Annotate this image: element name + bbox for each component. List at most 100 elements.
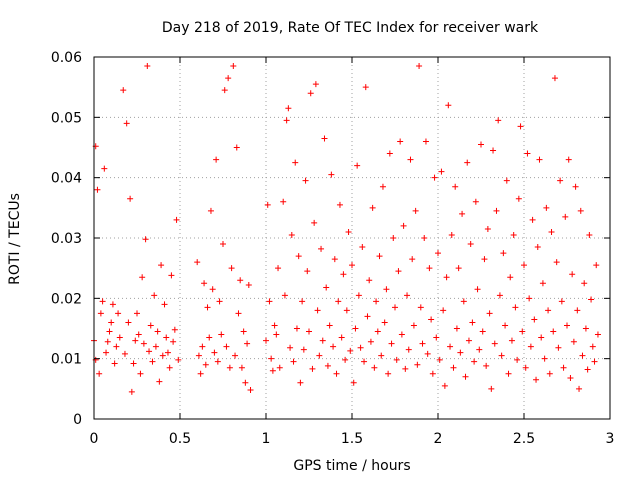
data-point — [469, 319, 476, 326]
data-point — [111, 360, 118, 367]
data-point — [302, 177, 309, 184]
data-point — [101, 165, 108, 172]
data-point — [417, 304, 424, 311]
data-point — [362, 84, 369, 91]
data-point — [121, 350, 128, 357]
chart-title: Day 218 of 2019, Rate Of TEC Index for r… — [162, 20, 539, 36]
data-point — [115, 310, 122, 317]
data-point — [390, 235, 397, 241]
data-point — [491, 340, 498, 347]
data-point — [285, 105, 292, 112]
data-point — [397, 138, 404, 145]
data-point — [550, 328, 557, 335]
data-point — [204, 304, 211, 311]
data-point — [569, 271, 576, 278]
data-point — [524, 150, 531, 157]
data-point — [495, 117, 502, 124]
data-point — [318, 245, 325, 252]
data-point — [173, 216, 180, 223]
data-point — [244, 340, 251, 347]
data-point — [553, 259, 560, 266]
data-point — [125, 319, 132, 326]
data-point — [450, 364, 457, 371]
data-point — [438, 168, 445, 175]
data-point — [287, 344, 294, 351]
data-point — [579, 352, 586, 359]
data-point — [345, 228, 352, 235]
data-point — [275, 265, 282, 272]
data-point — [202, 361, 209, 368]
data-point — [152, 343, 159, 350]
data-point — [245, 282, 252, 289]
data-point — [321, 135, 328, 142]
data-point — [460, 298, 467, 305]
data-points — [91, 63, 601, 395]
x-tick-label: 2 — [434, 431, 443, 447]
data-point — [135, 331, 142, 338]
data-point — [293, 325, 300, 332]
data-point — [139, 274, 146, 281]
data-point — [374, 328, 381, 335]
data-point — [232, 352, 239, 359]
axis-ticks — [93, 56, 611, 420]
x-tick-labels: 0 0.5 1 1.5 2 2.5 3 — [90, 431, 615, 447]
data-point — [307, 90, 314, 97]
data-point — [508, 337, 515, 344]
data-point — [465, 337, 472, 344]
data-point — [268, 355, 275, 362]
data-point — [168, 272, 175, 279]
data-point — [582, 325, 589, 332]
data-point — [238, 364, 245, 371]
data-point — [164, 349, 171, 356]
data-point — [331, 256, 338, 263]
data-point — [555, 344, 562, 351]
x-tick-label: 2.5 — [513, 431, 535, 447]
data-point — [467, 241, 474, 248]
data-point — [527, 343, 534, 350]
data-point — [96, 370, 103, 377]
data-point — [574, 307, 581, 314]
data-point — [237, 277, 244, 284]
y-tick-label: 0.04 — [51, 171, 82, 187]
data-point — [371, 364, 378, 371]
data-point — [447, 343, 454, 350]
data-point — [137, 370, 144, 377]
data-point — [512, 304, 519, 311]
data-point — [263, 337, 269, 344]
data-point — [269, 367, 276, 374]
data-point — [230, 63, 237, 70]
data-point — [361, 358, 368, 365]
data-point — [207, 207, 214, 214]
data-point — [435, 250, 441, 257]
data-point — [163, 334, 170, 341]
data-point — [433, 334, 440, 341]
data-point — [349, 262, 355, 269]
data-point — [213, 156, 220, 163]
data-point — [424, 350, 431, 357]
data-point — [123, 120, 130, 127]
data-point — [581, 280, 588, 287]
data-point — [288, 231, 295, 238]
data-point — [221, 87, 228, 94]
data-point — [311, 219, 318, 226]
data-point — [393, 356, 400, 363]
data-point — [589, 343, 596, 350]
data-point — [170, 338, 177, 345]
data-point — [531, 316, 538, 323]
data-point — [577, 207, 584, 214]
data-point — [388, 340, 395, 347]
data-point — [541, 355, 548, 362]
data-point — [359, 244, 366, 251]
data-point — [441, 382, 448, 389]
data-point — [591, 358, 598, 365]
data-point — [431, 174, 438, 181]
data-point — [297, 379, 304, 386]
data-point — [330, 343, 337, 350]
data-point — [546, 370, 553, 377]
data-point — [395, 268, 402, 275]
data-point — [300, 346, 307, 353]
data-point — [271, 322, 278, 329]
data-point — [233, 144, 240, 151]
data-point — [366, 277, 373, 284]
data-point — [306, 328, 312, 335]
